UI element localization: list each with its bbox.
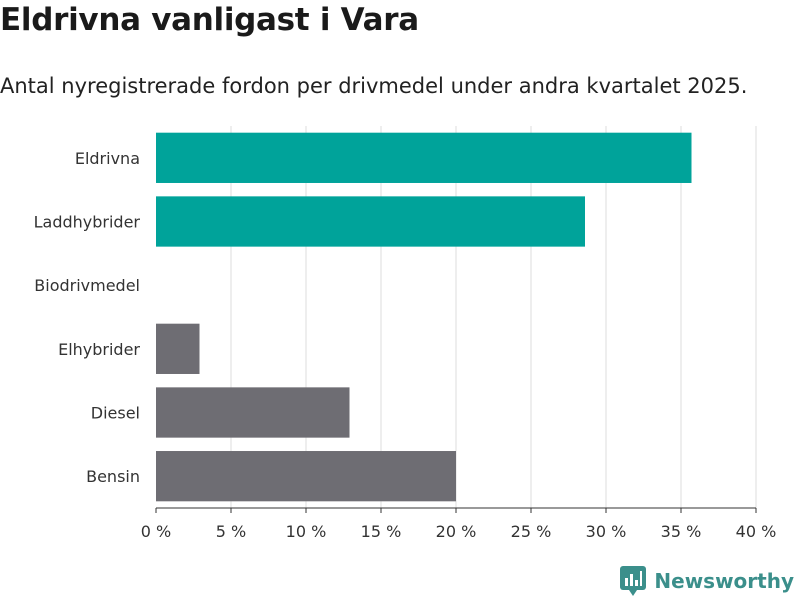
bar-bensin xyxy=(156,451,456,502)
x-tick-label: 25 % xyxy=(511,522,552,541)
y-tick-label: Biodrivmedel xyxy=(34,276,140,295)
x-tick-label: 30 % xyxy=(586,522,627,541)
newsworthy-logo: Newsworthy xyxy=(620,566,794,596)
y-tick-label: Diesel xyxy=(91,404,140,423)
x-tick-label: 10 % xyxy=(286,522,327,541)
bar-eldrivna xyxy=(156,132,692,183)
y-tick-label: Elhybrider xyxy=(58,340,140,359)
x-tick-label: 0 % xyxy=(141,522,171,541)
x-tick-labels: 0 % 5 % 10 % 15 % 20 % 25 % 30 % 35 % 40 % xyxy=(141,508,777,541)
bar-laddhybrider xyxy=(156,196,585,247)
newsworthy-logo-text: Newsworthy xyxy=(654,569,794,593)
bar-diesel xyxy=(156,387,350,438)
y-tick-label: Bensin xyxy=(86,467,140,486)
x-tick-label: 15 % xyxy=(361,522,402,541)
grid-lines xyxy=(230,126,757,508)
newsworthy-logo-icon xyxy=(620,566,647,596)
bar-elhybrider xyxy=(156,323,200,374)
x-tick-label: 20 % xyxy=(436,522,477,541)
chart-subtitle: Antal nyregistrerade fordon per drivmede… xyxy=(0,74,748,98)
y-tick-labels: Eldrivna Laddhybrider Biodrivmedel Elhybrid… xyxy=(34,149,141,486)
x-tick-label: 5 % xyxy=(216,522,246,541)
bars xyxy=(156,132,692,502)
y-tick-label: Laddhybrider xyxy=(34,213,141,232)
x-tick-label: 40 % xyxy=(736,522,777,541)
y-tick-label: Eldrivna xyxy=(75,149,140,168)
chart-title: Eldrivna vanligast i Vara xyxy=(0,2,419,38)
x-tick-label: 35 % xyxy=(661,522,702,541)
